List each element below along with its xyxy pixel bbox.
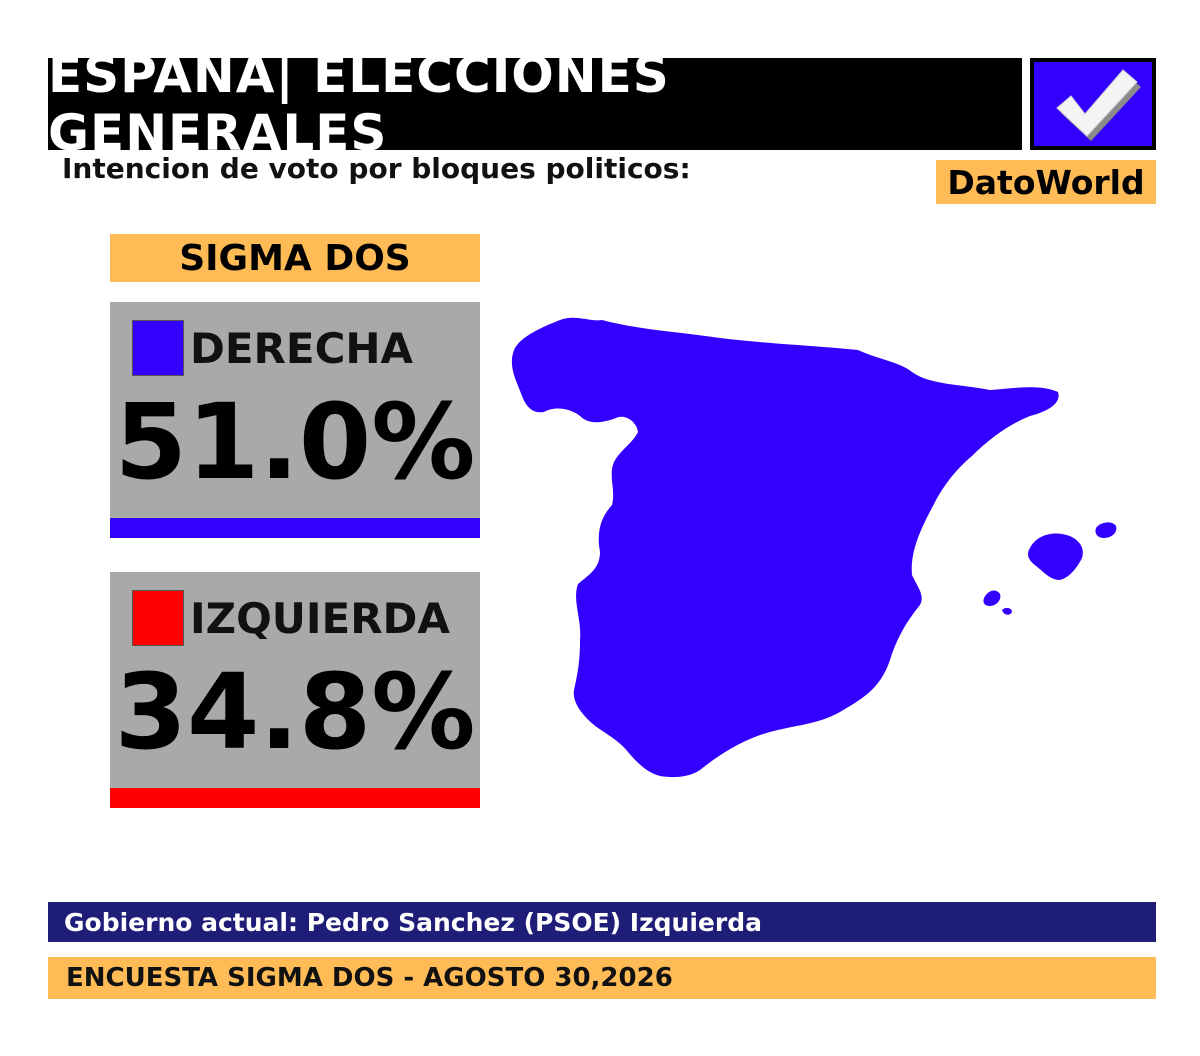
- pollster-badge: SIGMA DOS: [110, 234, 480, 282]
- checkmark-icon: [1056, 69, 1141, 141]
- source-banner: ENCUESTA SIGMA DOS - AGOSTO 30,2026: [48, 957, 1156, 999]
- bloc-value: 51.0%: [114, 381, 476, 503]
- brand-label: DatoWorld: [947, 162, 1145, 202]
- government-label: Gobierno actual: Pedro Sanchez (PSOE) Iz…: [64, 907, 762, 937]
- page-title: ESPAÑA| ELECCIONES GENERALES: [48, 46, 1022, 162]
- bloc-header: DERECHA: [132, 318, 413, 378]
- source-label: ENCUESTA SIGMA DOS - AGOSTO 30,2026: [66, 963, 673, 993]
- bloc-card-derecha: DERECHA 51.0%: [110, 302, 480, 538]
- bloc-color-bar: [110, 518, 480, 538]
- mallorca-shape: [1028, 533, 1083, 580]
- spain-map-icon: [511, 317, 1117, 778]
- bloc-color-swatch: [132, 590, 184, 646]
- subtitle: Intencion de voto por bloques politicos:: [62, 152, 691, 185]
- mainland-shape: [511, 317, 1059, 778]
- bloc-header: IZQUIERDA: [132, 588, 450, 648]
- government-banner: Gobierno actual: Pedro Sanchez (PSOE) Iz…: [48, 902, 1156, 942]
- bloc-card-izquierda: IZQUIERDA 34.8%: [110, 572, 480, 808]
- bloc-name: DERECHA: [190, 323, 414, 373]
- bloc-value: 34.8%: [114, 651, 476, 773]
- check-badge: [1030, 58, 1156, 150]
- pollster-label: SIGMA DOS: [179, 237, 411, 279]
- brand-badge: DatoWorld: [936, 160, 1156, 204]
- ibiza-shape: [983, 590, 1001, 606]
- bloc-color-bar: [110, 788, 480, 808]
- formentera-shape: [1002, 607, 1012, 615]
- bloc-name: IZQUIERDA: [190, 593, 450, 643]
- bloc-color-swatch: [132, 320, 184, 376]
- menorca-shape: [1095, 522, 1117, 538]
- page-title-text: ESPAÑA| ELECCIONES GENERALES: [48, 46, 670, 162]
